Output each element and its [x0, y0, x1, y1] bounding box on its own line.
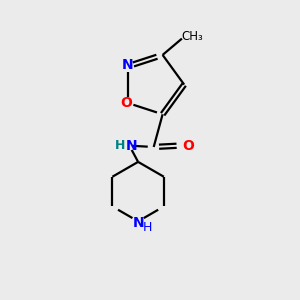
Text: H: H [115, 139, 125, 152]
Text: H: H [142, 221, 152, 234]
Text: CH₃: CH₃ [182, 30, 203, 43]
Text: O: O [182, 139, 194, 152]
Text: O: O [120, 96, 132, 110]
Text: N: N [126, 139, 137, 152]
Text: N: N [122, 58, 134, 72]
Text: N: N [132, 216, 144, 230]
